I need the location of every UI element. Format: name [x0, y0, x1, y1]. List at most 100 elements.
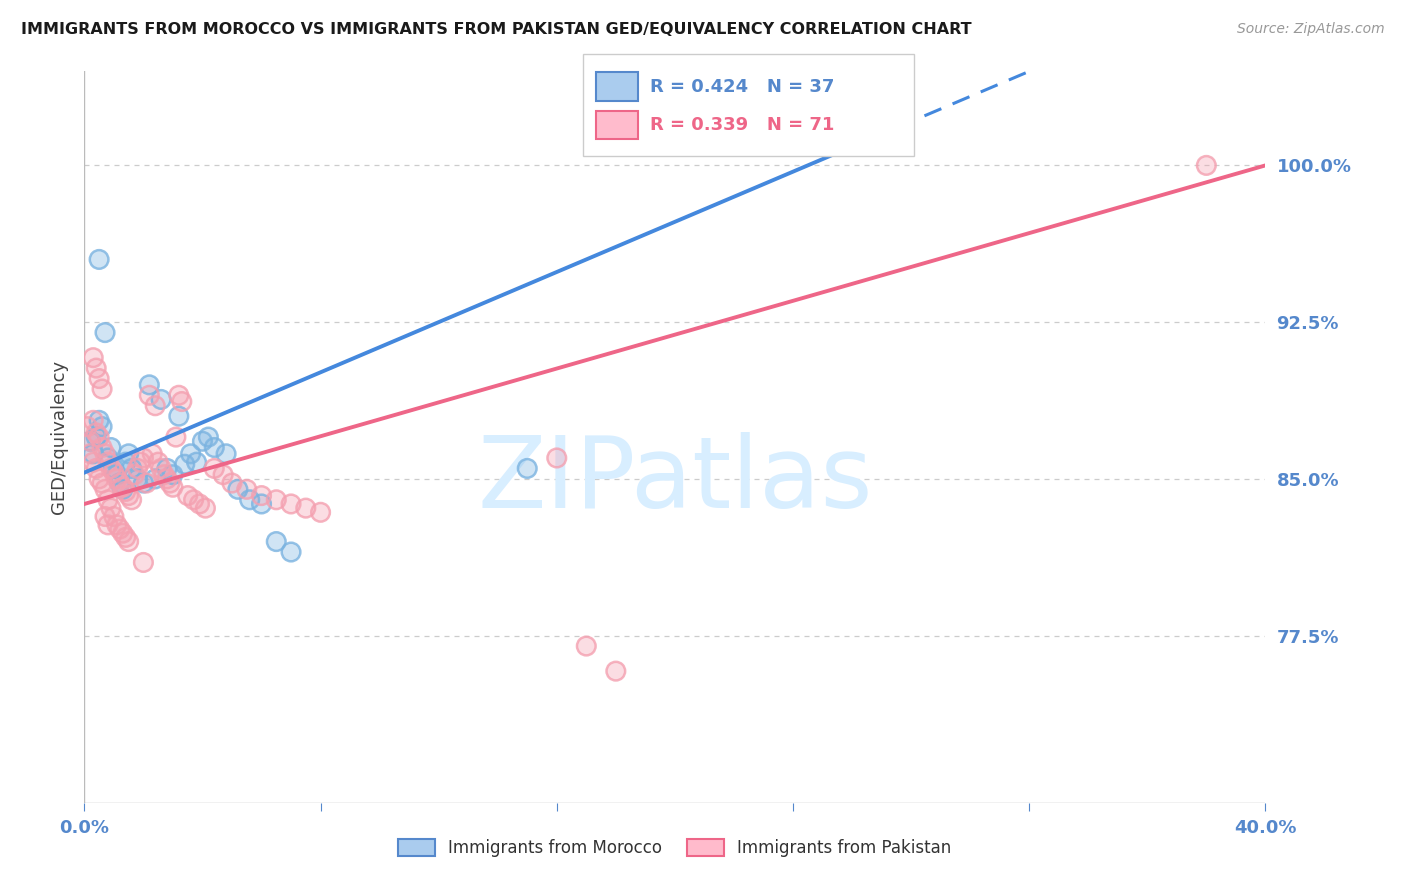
Point	[118, 447, 141, 461]
Point	[100, 501, 122, 516]
Point	[87, 371, 111, 385]
Point	[180, 447, 202, 461]
Y-axis label: GED/Equivalency: GED/Equivalency	[49, 360, 67, 514]
Point	[79, 434, 101, 449]
Point	[108, 522, 131, 536]
Point	[132, 556, 155, 570]
Point	[162, 480, 184, 494]
Point	[84, 425, 107, 440]
Point	[82, 351, 104, 365]
Point	[118, 534, 141, 549]
Point	[197, 430, 219, 444]
Point	[114, 455, 136, 469]
Point	[121, 492, 143, 507]
Point	[1195, 158, 1218, 172]
Point	[84, 461, 107, 475]
Point	[91, 382, 114, 396]
Point	[111, 480, 134, 494]
Point	[87, 413, 111, 427]
Point	[124, 467, 146, 482]
Point	[309, 505, 332, 519]
Point	[97, 517, 120, 532]
Point	[87, 472, 111, 486]
Point	[546, 450, 568, 465]
Point	[103, 509, 125, 524]
Point	[239, 492, 262, 507]
Point	[94, 483, 117, 497]
Point	[226, 483, 249, 497]
Point	[91, 441, 114, 455]
Point	[132, 556, 155, 570]
Point	[295, 501, 318, 516]
Point	[159, 476, 181, 491]
Point	[111, 480, 134, 494]
Point	[111, 526, 134, 541]
Point	[167, 409, 190, 424]
Point	[156, 461, 179, 475]
Point	[221, 476, 243, 491]
Point	[76, 419, 98, 434]
Point	[76, 419, 98, 434]
Point	[87, 413, 111, 427]
Point	[280, 497, 302, 511]
Point	[118, 447, 141, 461]
Point	[82, 351, 104, 365]
Point	[226, 483, 249, 497]
Point	[103, 509, 125, 524]
Point	[87, 430, 111, 444]
Point	[97, 450, 120, 465]
Point	[183, 492, 205, 507]
Point	[127, 461, 149, 475]
Point	[132, 476, 155, 491]
Point	[170, 394, 193, 409]
Point	[91, 382, 114, 396]
Point	[94, 326, 117, 340]
Point	[94, 509, 117, 524]
Point	[159, 476, 181, 491]
Point	[150, 461, 173, 475]
Point	[91, 441, 114, 455]
Point	[215, 447, 238, 461]
Text: ZIPatlas: ZIPatlas	[477, 433, 873, 530]
Point	[212, 467, 235, 482]
Point	[221, 476, 243, 491]
Point	[121, 461, 143, 475]
Point	[127, 472, 149, 486]
Point	[97, 492, 120, 507]
Point	[266, 534, 288, 549]
Text: Source: ZipAtlas.com: Source: ZipAtlas.com	[1237, 22, 1385, 37]
Point	[100, 501, 122, 516]
Point	[153, 467, 176, 482]
Point	[132, 476, 155, 491]
Point	[177, 489, 200, 503]
Point	[280, 497, 302, 511]
Point	[141, 447, 163, 461]
Point	[1195, 158, 1218, 172]
Point	[114, 484, 136, 499]
Point	[97, 492, 120, 507]
Point	[87, 472, 111, 486]
Point	[105, 517, 128, 532]
Point	[105, 467, 128, 482]
Point	[100, 461, 122, 475]
Point	[105, 472, 128, 486]
Point	[173, 457, 195, 471]
Point	[266, 492, 288, 507]
Point	[132, 450, 155, 465]
Point	[250, 489, 273, 503]
Point	[94, 483, 117, 497]
Point	[135, 476, 157, 491]
Point	[138, 388, 160, 402]
Point	[167, 388, 190, 402]
Point	[127, 461, 149, 475]
Point	[186, 455, 208, 469]
Point	[105, 467, 128, 482]
Point	[84, 430, 107, 444]
Text: R = 0.339   N = 71: R = 0.339 N = 71	[650, 116, 834, 134]
Point	[97, 455, 120, 469]
Point	[295, 501, 318, 516]
Point	[111, 483, 134, 497]
Point	[212, 467, 235, 482]
Point	[84, 425, 107, 440]
Point	[148, 455, 170, 469]
